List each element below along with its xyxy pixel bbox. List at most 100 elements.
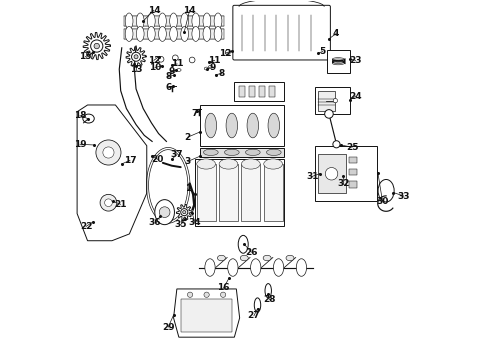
Ellipse shape bbox=[214, 26, 222, 41]
Text: 12: 12 bbox=[219, 49, 232, 58]
Text: 34: 34 bbox=[189, 219, 201, 228]
Text: 11: 11 bbox=[208, 56, 221, 65]
Bar bbox=[318, 91, 335, 111]
Ellipse shape bbox=[224, 149, 239, 156]
Bar bbox=[123, 29, 223, 39]
Text: 14: 14 bbox=[183, 6, 196, 15]
Ellipse shape bbox=[247, 113, 259, 138]
Bar bbox=[239, 86, 245, 98]
Text: 17: 17 bbox=[123, 156, 136, 165]
Circle shape bbox=[225, 50, 230, 55]
Circle shape bbox=[181, 208, 188, 216]
Bar bbox=[197, 164, 216, 221]
Ellipse shape bbox=[219, 159, 238, 169]
Bar bbox=[327, 50, 350, 73]
Text: 28: 28 bbox=[263, 295, 275, 304]
Text: 22: 22 bbox=[80, 222, 92, 231]
Ellipse shape bbox=[238, 235, 248, 253]
Circle shape bbox=[333, 141, 340, 148]
Ellipse shape bbox=[136, 13, 144, 29]
Circle shape bbox=[325, 110, 333, 118]
Ellipse shape bbox=[265, 284, 271, 298]
Text: 11: 11 bbox=[171, 59, 183, 68]
Text: 27: 27 bbox=[247, 311, 260, 320]
Ellipse shape bbox=[214, 13, 222, 29]
Text: 6: 6 bbox=[165, 83, 172, 92]
Circle shape bbox=[183, 211, 186, 214]
Ellipse shape bbox=[170, 13, 177, 29]
Circle shape bbox=[189, 57, 195, 63]
Circle shape bbox=[94, 43, 99, 49]
Bar bbox=[195, 158, 284, 226]
Ellipse shape bbox=[170, 26, 177, 41]
Ellipse shape bbox=[147, 13, 155, 29]
Ellipse shape bbox=[136, 26, 144, 41]
Ellipse shape bbox=[254, 298, 261, 312]
Ellipse shape bbox=[296, 259, 307, 276]
Ellipse shape bbox=[125, 26, 133, 41]
Bar bbox=[123, 16, 223, 26]
Circle shape bbox=[105, 199, 112, 207]
Circle shape bbox=[188, 292, 193, 297]
Bar bbox=[200, 148, 284, 157]
Circle shape bbox=[134, 55, 138, 59]
Ellipse shape bbox=[378, 180, 394, 202]
Circle shape bbox=[103, 147, 114, 158]
Ellipse shape bbox=[218, 255, 225, 261]
Ellipse shape bbox=[273, 259, 284, 276]
Ellipse shape bbox=[83, 114, 94, 123]
Text: 8: 8 bbox=[219, 69, 225, 78]
Polygon shape bbox=[83, 32, 110, 60]
Text: 36: 36 bbox=[149, 218, 161, 227]
Ellipse shape bbox=[245, 149, 260, 156]
Circle shape bbox=[158, 57, 164, 62]
Bar bbox=[349, 169, 357, 175]
Bar bbox=[270, 86, 275, 98]
Bar bbox=[315, 87, 350, 114]
Circle shape bbox=[159, 207, 170, 217]
Circle shape bbox=[220, 292, 226, 297]
Text: 16: 16 bbox=[218, 283, 230, 292]
Ellipse shape bbox=[242, 159, 260, 169]
Circle shape bbox=[325, 167, 338, 180]
Bar bbox=[259, 86, 265, 98]
Ellipse shape bbox=[192, 13, 199, 29]
Ellipse shape bbox=[205, 113, 217, 138]
Bar bbox=[200, 105, 284, 146]
Ellipse shape bbox=[268, 113, 280, 138]
Text: 9: 9 bbox=[210, 63, 216, 72]
Ellipse shape bbox=[209, 65, 213, 68]
Bar bbox=[181, 298, 232, 332]
Text: 8: 8 bbox=[165, 72, 172, 81]
Ellipse shape bbox=[177, 68, 181, 71]
Text: 26: 26 bbox=[245, 248, 258, 257]
Text: 12: 12 bbox=[147, 56, 160, 65]
Bar bbox=[349, 181, 357, 188]
Ellipse shape bbox=[250, 259, 261, 276]
Text: 2: 2 bbox=[185, 132, 191, 141]
Ellipse shape bbox=[171, 70, 175, 73]
Text: 35: 35 bbox=[174, 220, 187, 229]
Ellipse shape bbox=[263, 255, 271, 261]
Circle shape bbox=[333, 99, 338, 103]
Ellipse shape bbox=[203, 13, 211, 29]
Bar bbox=[264, 164, 283, 221]
Text: 13: 13 bbox=[130, 66, 142, 75]
Text: 19: 19 bbox=[74, 140, 86, 149]
Bar bbox=[219, 164, 238, 221]
Text: 4: 4 bbox=[333, 29, 339, 38]
Bar bbox=[242, 164, 260, 221]
Ellipse shape bbox=[240, 255, 248, 261]
Polygon shape bbox=[77, 105, 147, 241]
Circle shape bbox=[131, 52, 141, 61]
Ellipse shape bbox=[204, 67, 209, 70]
Bar bbox=[315, 146, 377, 202]
Circle shape bbox=[96, 140, 121, 165]
Text: 23: 23 bbox=[349, 56, 362, 65]
Circle shape bbox=[204, 292, 209, 297]
Ellipse shape bbox=[205, 259, 215, 276]
Ellipse shape bbox=[203, 149, 218, 156]
Circle shape bbox=[172, 55, 178, 61]
Text: 9: 9 bbox=[169, 67, 175, 76]
Text: 20: 20 bbox=[151, 155, 164, 164]
